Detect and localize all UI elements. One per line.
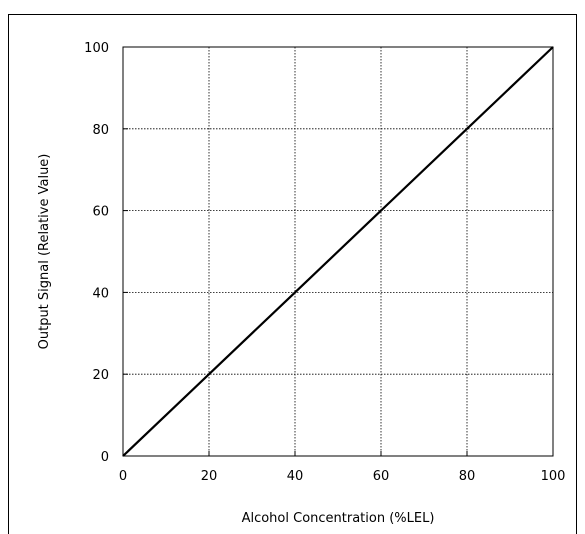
y-tick-label: 100 [84, 41, 109, 56]
y-tick-label: 60 [92, 205, 109, 220]
plot-area-border [122, 46, 554, 457]
axis-ticks [122, 46, 554, 457]
series [122, 46, 554, 457]
x-tick-label: 60 [373, 469, 390, 484]
tick-labels: 0 20 40 60 80 100 0 20 40 60 80 100 [84, 41, 565, 484]
grid [123, 47, 553, 456]
y-tick-label: 20 [92, 368, 109, 383]
x-tick-label: 40 [287, 469, 304, 484]
x-tick-label: 0 [119, 469, 127, 484]
x-tick-label: 80 [459, 469, 476, 484]
x-tick-label: 20 [201, 469, 218, 484]
x-axis-title: Alcohol Concentration (%LEL) [242, 511, 435, 526]
y-tick-label: 0 [101, 450, 109, 465]
y-tick-label: 80 [92, 123, 109, 138]
figure-frame [8, 14, 577, 534]
y-axis-title: Output Signal (Relative Value) [37, 154, 52, 350]
series-line [122, 46, 554, 457]
y-tick-label: 40 [92, 286, 109, 301]
x-tick-label: 100 [541, 469, 566, 484]
